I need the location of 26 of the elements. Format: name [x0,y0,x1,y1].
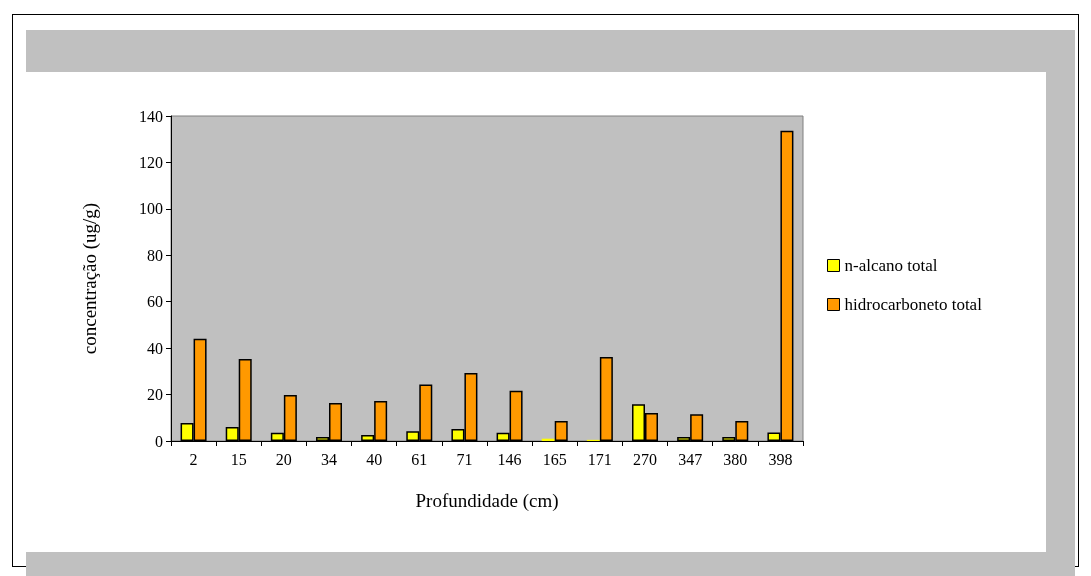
x-tick-label: 380 [723,450,748,468]
y-tick-label: 100 [139,200,163,218]
x-tick-label: 398 [768,450,793,468]
y-tick-label: 80 [147,246,163,264]
x-tick-label: 171 [587,450,612,468]
x-tick-label: 61 [411,450,428,468]
x-axis-title: Profundidade (cm) [415,490,559,512]
y-tick-label: 0 [155,432,163,450]
y-tick-label: 40 [147,339,163,357]
x-tick-label: 2 [189,450,198,468]
y-tick-label: 60 [147,293,163,311]
x-tick-label: 71 [456,450,473,468]
x-tick-label: 34 [321,450,337,468]
legend-label: n-alcano total [844,256,938,275]
x-tick-label: 347 [678,450,703,468]
legend-label: hidrocarboneto total [844,295,983,314]
y-axis-title: concentração (ug/g) [79,202,101,355]
y-tick-label: 20 [147,386,163,404]
x-tick-label: 40 [366,450,383,468]
y-tick-label: 120 [139,153,163,171]
x-tick-label: 165 [542,450,567,468]
x-tick-label: 270 [633,450,657,468]
y-tick-label: 140 [139,107,163,125]
x-tick-label: 15 [230,450,247,468]
x-tick-label: 20 [275,450,292,468]
x-tick-label: 146 [497,450,522,468]
